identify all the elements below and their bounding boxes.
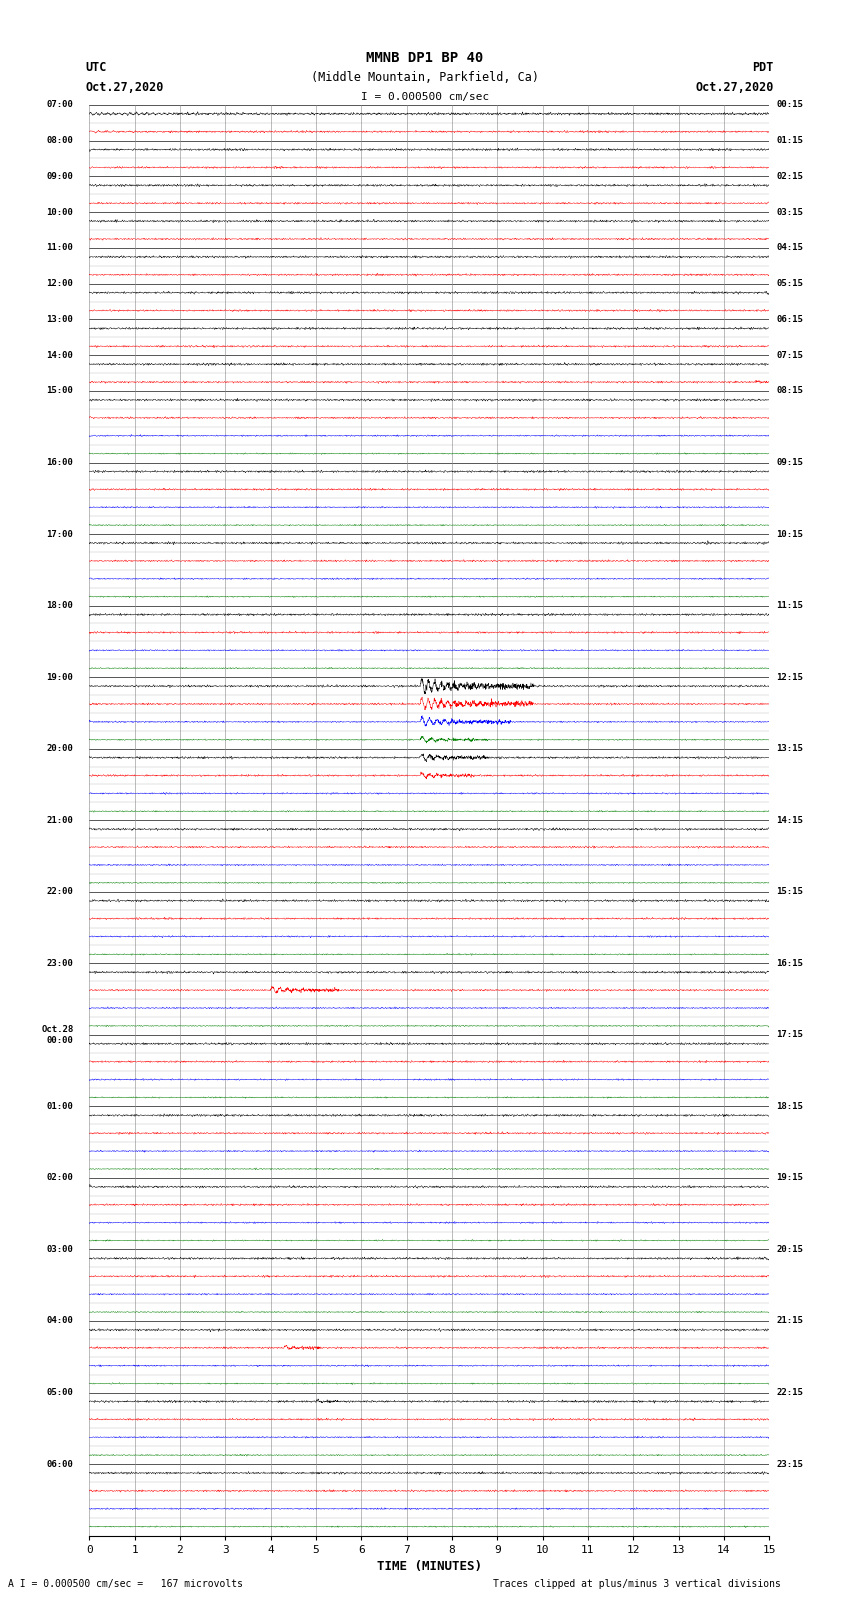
Text: 00:15: 00:15 [776, 100, 803, 110]
Text: 21:00: 21:00 [47, 816, 73, 824]
Text: Oct.27,2020: Oct.27,2020 [85, 81, 163, 94]
Text: 22:15: 22:15 [776, 1389, 803, 1397]
Text: 10:00: 10:00 [47, 208, 73, 216]
Text: PDT: PDT [752, 61, 774, 74]
X-axis label: TIME (MINUTES): TIME (MINUTES) [377, 1560, 482, 1573]
Text: 12:15: 12:15 [776, 673, 803, 682]
Text: 12:00: 12:00 [47, 279, 73, 289]
Text: 08:00: 08:00 [47, 135, 73, 145]
Text: 14:00: 14:00 [47, 350, 73, 360]
Text: 18:15: 18:15 [776, 1102, 803, 1111]
Text: 23:15: 23:15 [776, 1460, 803, 1468]
Text: 06:15: 06:15 [776, 315, 803, 324]
Text: 15:00: 15:00 [47, 387, 73, 395]
Text: 05:00: 05:00 [47, 1389, 73, 1397]
Text: 16:15: 16:15 [776, 958, 803, 968]
Text: 02:00: 02:00 [47, 1173, 73, 1182]
Text: 01:00: 01:00 [47, 1102, 73, 1111]
Text: 06:00: 06:00 [47, 1460, 73, 1468]
Text: 11:15: 11:15 [776, 602, 803, 610]
Text: 16:00: 16:00 [47, 458, 73, 468]
Text: (Middle Mountain, Parkfield, Ca): (Middle Mountain, Parkfield, Ca) [311, 71, 539, 84]
Text: 13:00: 13:00 [47, 315, 73, 324]
Text: 17:15: 17:15 [776, 1031, 803, 1039]
Text: 08:15: 08:15 [776, 387, 803, 395]
Text: 05:15: 05:15 [776, 279, 803, 289]
Text: 11:00: 11:00 [47, 244, 73, 252]
Text: MMNB DP1 BP 40: MMNB DP1 BP 40 [366, 52, 484, 65]
Text: 18:00: 18:00 [47, 602, 73, 610]
Text: 14:15: 14:15 [776, 816, 803, 824]
Text: 19:00: 19:00 [47, 673, 73, 682]
Text: 22:00: 22:00 [47, 887, 73, 897]
Text: 10:15: 10:15 [776, 529, 803, 539]
Text: 23:00: 23:00 [47, 958, 73, 968]
Text: UTC: UTC [85, 61, 106, 74]
Text: 20:15: 20:15 [776, 1245, 803, 1253]
Text: 19:15: 19:15 [776, 1173, 803, 1182]
Text: 03:15: 03:15 [776, 208, 803, 216]
Text: 17:00: 17:00 [47, 529, 73, 539]
Text: 21:15: 21:15 [776, 1316, 803, 1326]
Text: 02:15: 02:15 [776, 173, 803, 181]
Text: 20:00: 20:00 [47, 744, 73, 753]
Text: 13:15: 13:15 [776, 744, 803, 753]
Text: 15:15: 15:15 [776, 887, 803, 897]
Text: A I = 0.000500 cm/sec =   167 microvolts: A I = 0.000500 cm/sec = 167 microvolts [8, 1579, 243, 1589]
Text: 09:15: 09:15 [776, 458, 803, 468]
Text: 09:00: 09:00 [47, 173, 73, 181]
Text: Traces clipped at plus/minus 3 vertical divisions: Traces clipped at plus/minus 3 vertical … [493, 1579, 781, 1589]
Text: Oct.27,2020: Oct.27,2020 [695, 81, 774, 94]
Text: 04:00: 04:00 [47, 1316, 73, 1326]
Text: 04:15: 04:15 [776, 244, 803, 252]
Text: 01:15: 01:15 [776, 135, 803, 145]
Text: 07:15: 07:15 [776, 350, 803, 360]
Text: 03:00: 03:00 [47, 1245, 73, 1253]
Text: 07:00: 07:00 [47, 100, 73, 110]
Text: I = 0.000500 cm/sec: I = 0.000500 cm/sec [361, 92, 489, 102]
Text: Oct.28
00:00: Oct.28 00:00 [41, 1026, 73, 1045]
